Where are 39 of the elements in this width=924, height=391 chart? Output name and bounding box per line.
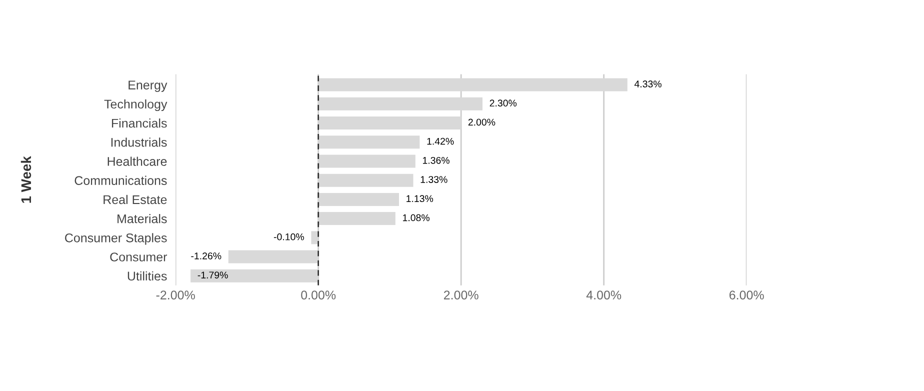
y-tick-label: Technology bbox=[104, 99, 168, 112]
y-tick-label: Utilities bbox=[128, 271, 167, 281]
data-label: 1.13% bbox=[406, 195, 434, 202]
data-label: -1.26% bbox=[191, 252, 222, 260]
y-tick-label: Materials bbox=[118, 214, 167, 224]
data-label: 1.08% bbox=[403, 214, 430, 222]
data-label: -0.10% bbox=[274, 233, 304, 240]
y-tick-label: Real Estate bbox=[104, 194, 167, 204]
y-tick-label: Consumer Staples bbox=[65, 233, 167, 245]
bar bbox=[228, 250, 318, 264]
bar bbox=[318, 78, 628, 92]
bar bbox=[190, 269, 318, 282]
data-label: 1.42% bbox=[427, 138, 454, 145]
data-label: 4.33% bbox=[634, 80, 662, 88]
bar bbox=[318, 212, 396, 226]
bar bbox=[311, 231, 318, 244]
data-label: 1.36% bbox=[422, 156, 450, 164]
y-tick-label: Energy bbox=[128, 80, 168, 92]
bar bbox=[318, 174, 414, 187]
y-tick-label: Healthcare bbox=[108, 156, 167, 166]
y-tick-label: Financials bbox=[112, 118, 167, 128]
data-label: 2.00% bbox=[468, 118, 496, 126]
bar bbox=[318, 154, 416, 168]
bar bbox=[318, 136, 420, 149]
bar bbox=[318, 192, 399, 206]
x-tick-label: 0.00% bbox=[301, 290, 336, 300]
y-axis-title: 1 Week bbox=[20, 156, 32, 203]
bar bbox=[318, 97, 482, 110]
x-tick-label: -2.00% bbox=[156, 290, 195, 300]
y-tick-label: Consumer bbox=[110, 252, 168, 262]
data-label: 1.33% bbox=[420, 176, 448, 183]
bar bbox=[318, 116, 462, 130]
y-tick-label: Industrials bbox=[111, 138, 167, 147]
x-tick-label: 2.00% bbox=[444, 290, 478, 300]
x-tick-label: 6.00% bbox=[730, 290, 764, 300]
y-tick-label: Communications bbox=[74, 176, 167, 185]
data-label: -1.79% bbox=[198, 272, 228, 278]
x-tick-label: 4.00% bbox=[586, 290, 622, 300]
data-label: 2.30% bbox=[490, 100, 517, 107]
